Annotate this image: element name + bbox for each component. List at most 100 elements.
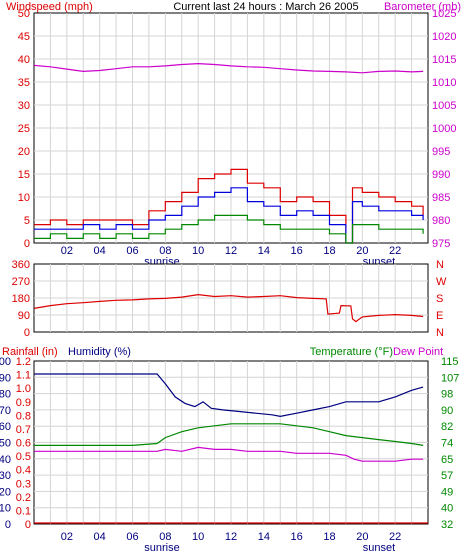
- climate-x-axis-ticks: 02 04 06 08 10 12 14 16 18 20 22: [61, 531, 402, 543]
- rain-tick-label: 1.2: [16, 356, 31, 368]
- rain-tick-label: 0.8: [16, 410, 31, 422]
- degrees-axis-ticks: 0 90 180 270 360: [12, 259, 30, 339]
- x-tick-label: 18: [323, 531, 335, 543]
- x-tick-label: 04: [94, 531, 106, 543]
- barometer-tick-label: 1000: [432, 123, 456, 135]
- windspeed-tick-label: 35: [18, 77, 30, 89]
- humidity-tick-label: 40: [0, 454, 11, 466]
- barometer-tick-label: 1010: [432, 77, 456, 89]
- barometer-tick-label: 1015: [432, 54, 456, 66]
- x-tick-label: 16: [291, 531, 303, 543]
- x-tick-label: 04: [94, 245, 106, 257]
- windspeed-tick-label: 25: [18, 123, 30, 135]
- x-tick-label: 22: [389, 531, 401, 543]
- temperature-tick-label: 115: [441, 356, 459, 368]
- climate-gridlines: [34, 361, 428, 524]
- wind-x-axis-ticks: 02 04 06 08 10 12 14 16 18 20 22: [61, 245, 402, 257]
- sunset-label-bottom: sunset: [363, 542, 395, 554]
- climate-series: [34, 373, 428, 524]
- rainfall-axis-label: Rainfall (in): [2, 346, 58, 358]
- rain-tick-label: 0: [25, 519, 31, 531]
- wind-low-line: [34, 214, 424, 244]
- compass-tick-label: N: [436, 327, 444, 339]
- temperature-tick-label: 98: [441, 389, 453, 401]
- chart-title: Current last 24 hours : March 26 2005: [173, 1, 358, 13]
- temperature-axis-ticks: 32 40 49 57 65 74 82 90 98 107 115: [441, 356, 459, 531]
- temperature-tick-label: 40: [441, 503, 453, 515]
- temperature-tick-label: 32: [441, 519, 453, 531]
- windspeed-axis-ticks: 0 5 10 15 20 25 30 35 40 45 50: [18, 8, 30, 250]
- rain-axis-ticks: 0 0.10.2 0.30.4 0.50.6 0.7 0.80.9 1.01.1 1.2: [16, 356, 31, 531]
- direction-gridlines: [34, 264, 428, 332]
- x-tick-label: 14: [258, 245, 270, 257]
- temperature-tick-label: 90: [441, 405, 453, 417]
- barometer-tick-label: 985: [432, 192, 450, 204]
- humidity-axis-label: Humidity (%): [68, 346, 131, 358]
- barometer-tick-label: 975: [432, 238, 450, 250]
- barometer-tick-label: 990: [432, 169, 450, 181]
- x-tick-label: 22: [389, 245, 401, 257]
- temperature-tick-label: 65: [441, 454, 453, 466]
- degrees-tick-label: 360: [12, 259, 30, 271]
- barometer-tick-label: 1020: [432, 31, 456, 43]
- x-tick-label: 08: [159, 531, 171, 543]
- x-tick-label: 06: [126, 531, 138, 543]
- x-tick-label: 20: [356, 531, 368, 543]
- rain-tick-label: 1.0: [16, 383, 31, 395]
- wind-average-line: [34, 187, 424, 244]
- compass-tick-label: W: [436, 276, 447, 288]
- x-tick-label: 10: [192, 531, 204, 543]
- humidity-tick-label: 100: [0, 356, 11, 368]
- x-tick-label: 18: [323, 245, 335, 257]
- humidity-tick-label: 60: [0, 421, 11, 433]
- degrees-tick-label: 180: [12, 293, 30, 305]
- humidity-tick-label: 80: [0, 389, 11, 401]
- barometer-axis-ticks: 975 980 985 990 995 1000 1005 1010 1015 1020 1025: [432, 8, 456, 250]
- barometer-tick-label: 1025: [432, 8, 456, 20]
- temperature-tick-label: 107: [441, 372, 459, 384]
- temperature-tick-label: 57: [441, 470, 453, 482]
- windspeed-tick-label: 30: [18, 100, 30, 112]
- x-tick-label: 12: [225, 245, 237, 257]
- x-tick-label: 20: [356, 245, 368, 257]
- degrees-tick-label: 0: [24, 327, 30, 339]
- humidity-tick-label: 20: [0, 486, 11, 498]
- degrees-tick-label: 270: [12, 276, 30, 288]
- sunrise-label-bottom: sunrise: [144, 542, 179, 554]
- rain-tick-label: 0.6: [16, 438, 31, 450]
- wind-gridlines: [34, 13, 428, 243]
- rain-tick-label: 0.9: [16, 397, 31, 409]
- x-tick-label: 02: [61, 245, 73, 257]
- barometer-axis-label: Barometer (mb): [384, 1, 461, 13]
- compass-tick-label: N: [436, 259, 444, 271]
- rain-tick-label: 0.1: [16, 505, 31, 517]
- temperature-tick-label: 82: [441, 421, 453, 433]
- rain-tick-label: 0.4: [16, 465, 31, 477]
- x-tick-label: 02: [61, 531, 73, 543]
- windspeed-tick-label: 15: [18, 169, 30, 181]
- x-tick-label: 16: [291, 245, 303, 257]
- rain-tick-label: 0.2: [16, 492, 31, 504]
- x-tick-label: 12: [225, 531, 237, 543]
- dewpoint-axis-label: Dew Point: [393, 346, 443, 358]
- wind-direction-line: [33, 293, 424, 323]
- x-tick-label: 10: [192, 245, 204, 257]
- temperature-tick-label: 74: [441, 438, 453, 450]
- wind-gust-line: [34, 168, 424, 244]
- wind-series: [33, 62, 424, 244]
- windspeed-axis-label: Windspeed (mph): [6, 1, 93, 13]
- windspeed-tick-label: 50: [18, 8, 30, 20]
- compass-tick-label: E: [436, 310, 443, 322]
- humidity-tick-label: 0: [5, 519, 11, 531]
- humidity-tick-label: 10: [0, 503, 11, 515]
- humidity-axis-ticks: 0 10 20 30 40 50 60 70 80 90 100: [0, 356, 11, 531]
- x-tick-label: 08: [159, 245, 171, 257]
- humidity-tick-label: 50: [0, 438, 11, 450]
- x-tick-label: 14: [258, 531, 270, 543]
- rain-tick-label: 0.5: [16, 451, 31, 463]
- barometer-tick-label: 995: [432, 146, 450, 158]
- degrees-tick-label: 90: [18, 310, 30, 322]
